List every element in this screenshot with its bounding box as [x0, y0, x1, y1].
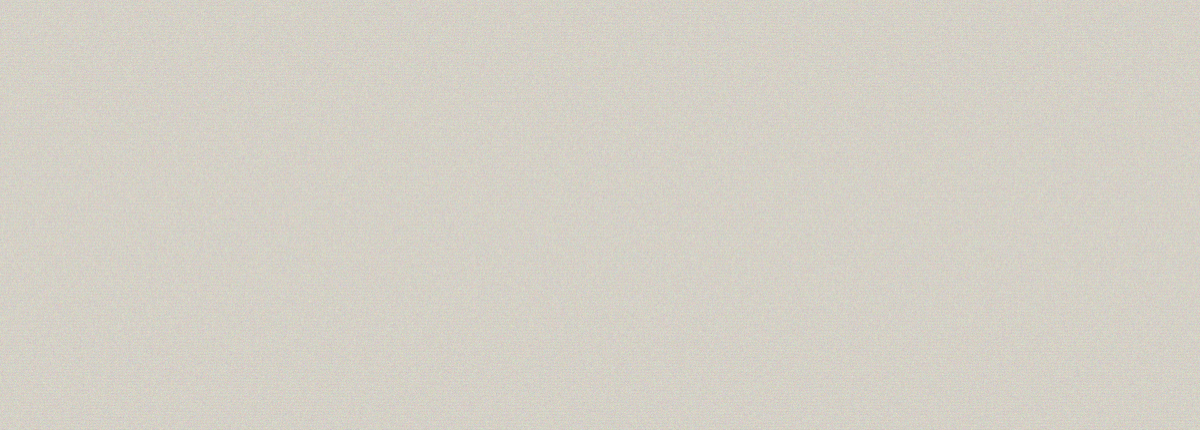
Text: b. Calculate the theoretical yield.: b. Calculate the theoretical yield. — [26, 345, 395, 364]
Text: Given the balanced chemical equation:: Given the balanced chemical equation: — [26, 46, 455, 65]
Text: c. Calculate the percent yield.: c. Calculate the percent yield. — [26, 397, 356, 416]
Text: a. Determine the limiting reactant.: a. Determine the limiting reactant. — [26, 285, 412, 304]
Text: 3Cu₂S (s) + 2Ga (s) → 6 Cu (s) + Ga₂S₃ (s): 3Cu₂S (s) + 2Ga (s) → 6 Cu (s) + Ga₂S₃ (… — [26, 132, 476, 151]
Text: When 7.17 g of Cu₂ S react with 2.19 g of Ga, 4.70 g Cu were obtained. What is t: When 7.17 g of Cu₂ S react with 2.19 g o… — [26, 210, 1200, 229]
